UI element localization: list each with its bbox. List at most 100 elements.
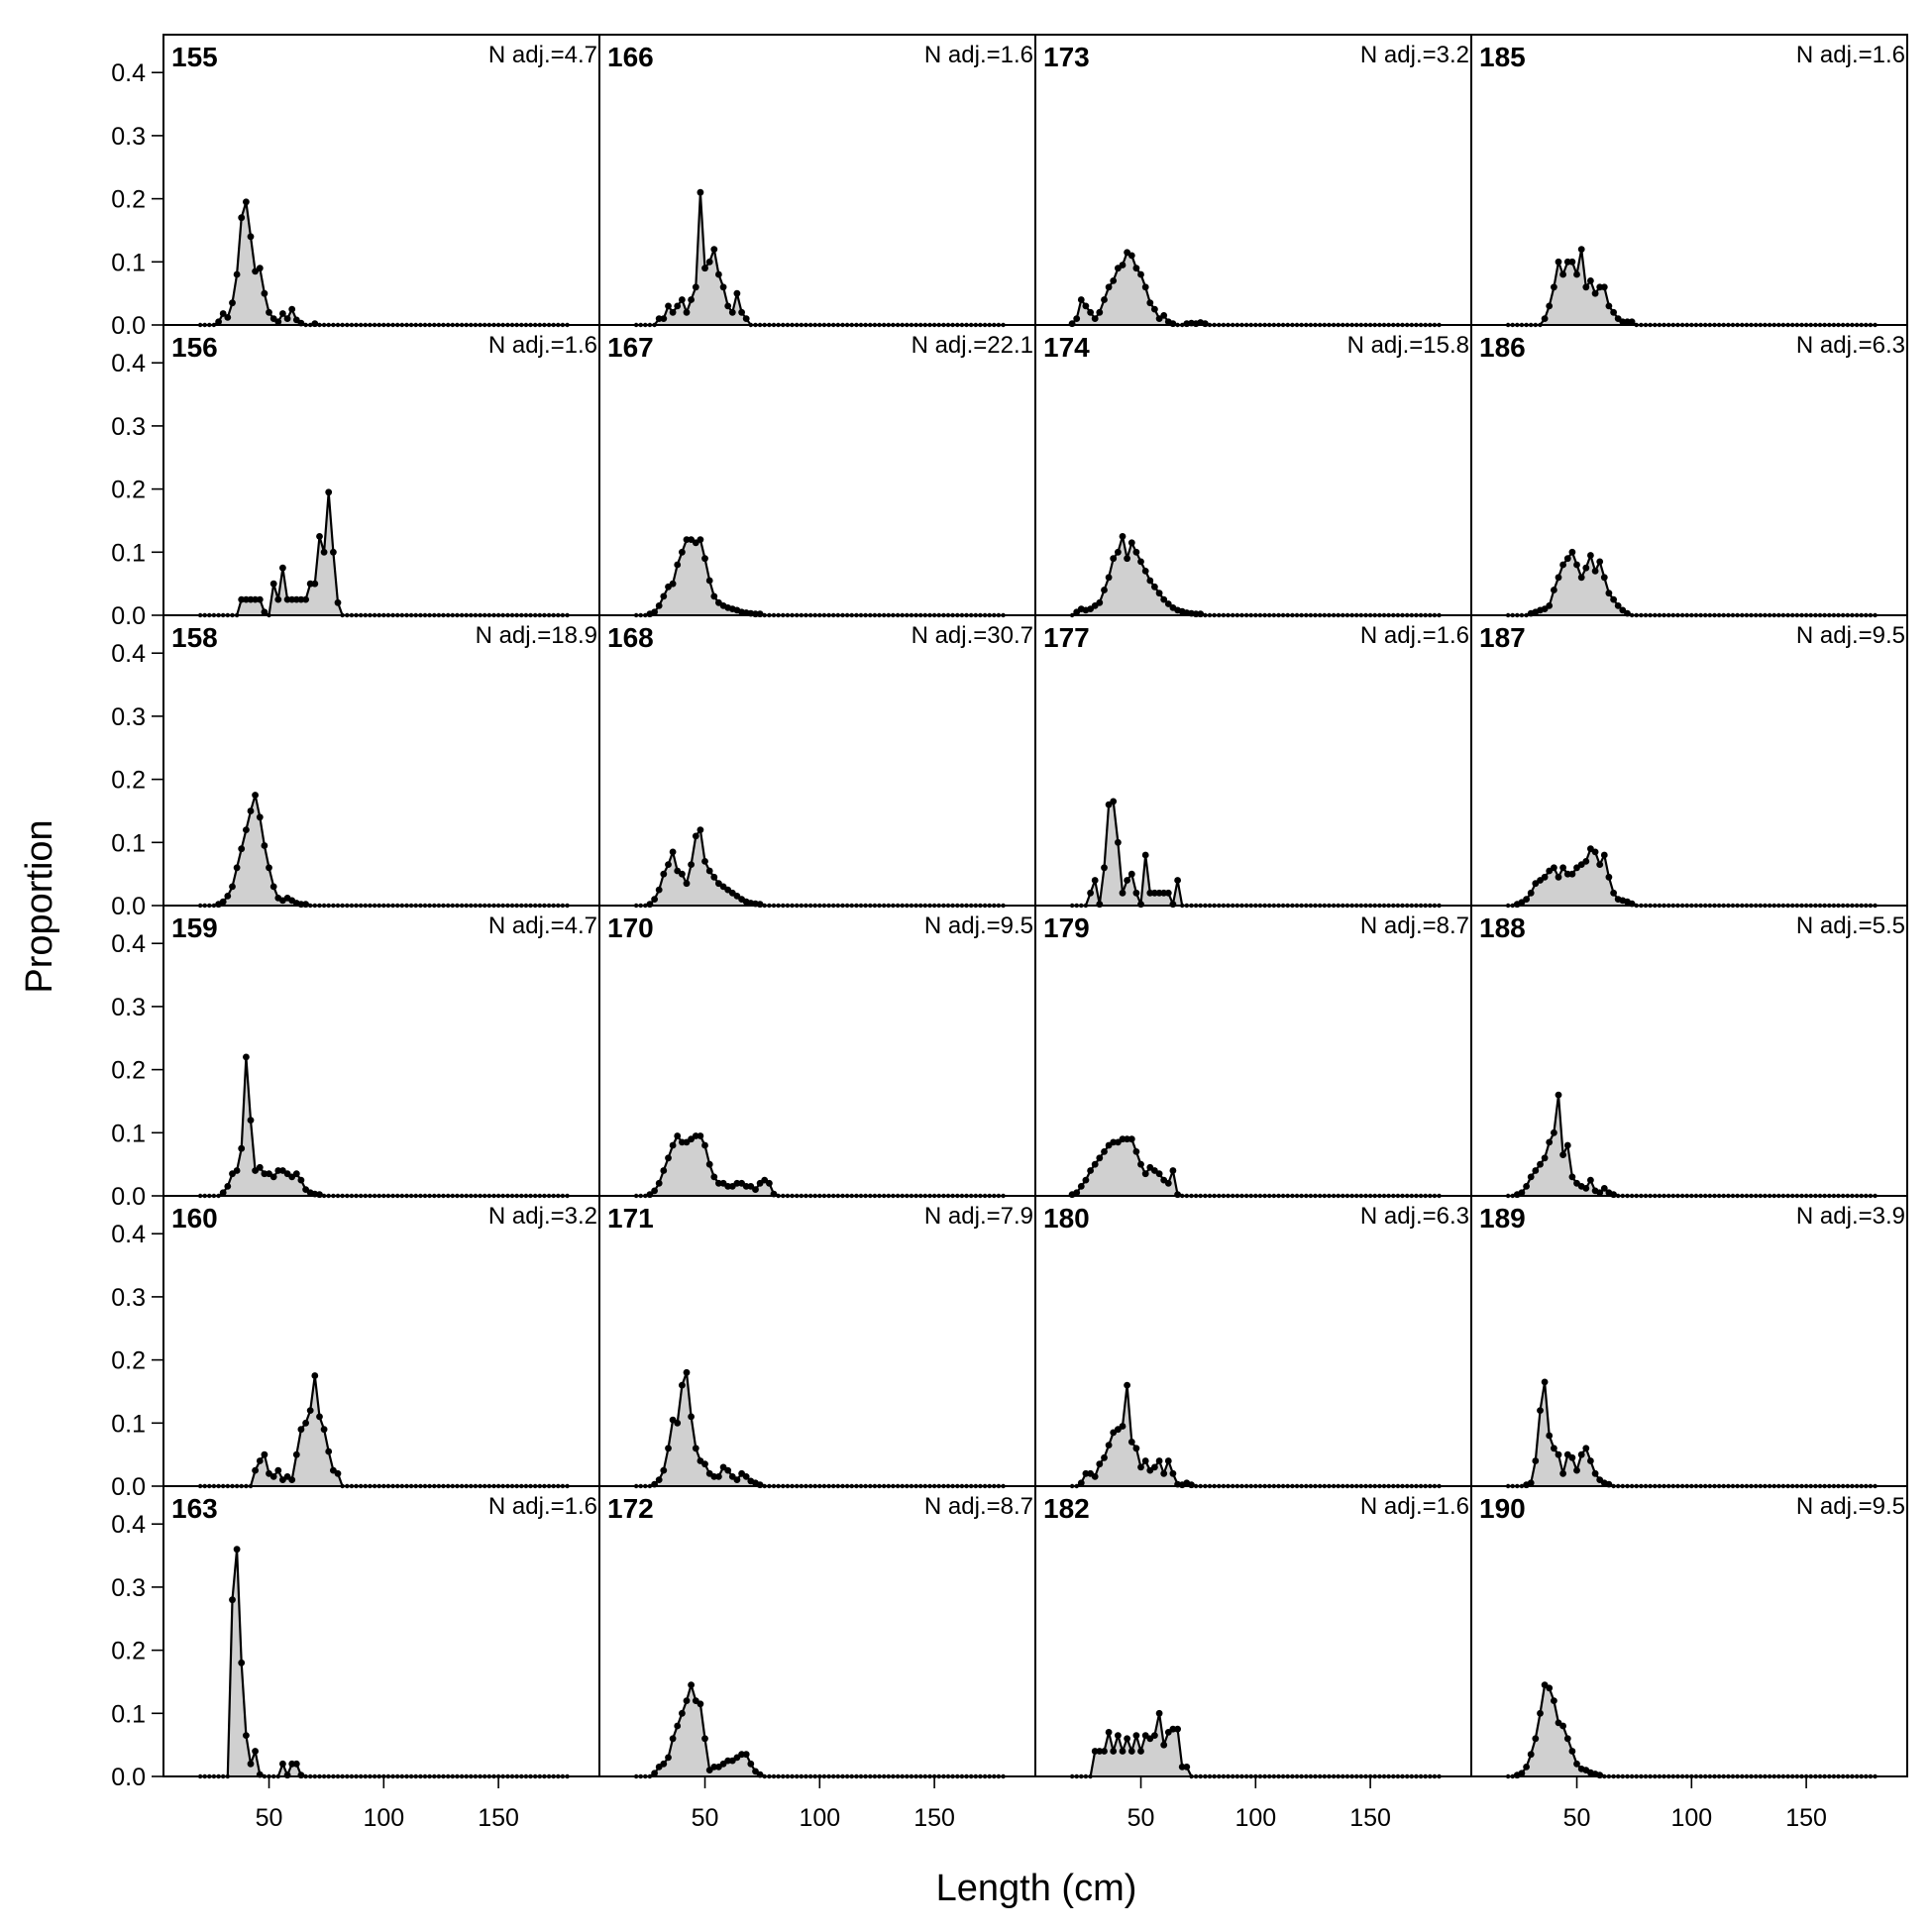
data-point	[669, 1141, 677, 1149]
nadj-label-180: N adj.=6.3	[1360, 1203, 1469, 1230]
data-point	[1115, 1732, 1122, 1739]
data-point	[1141, 568, 1149, 575]
data-point	[1605, 873, 1613, 881]
data-point	[1096, 598, 1104, 606]
y-tick-label: 0.2	[111, 1638, 146, 1665]
y-tick-label: 0.1	[111, 539, 146, 567]
data-point	[756, 901, 764, 909]
data-point	[1137, 1463, 1144, 1471]
y-tick-label: 0.4	[111, 640, 146, 668]
panel-border-182	[1034, 1485, 1472, 1777]
panel-166: 166 N adj.=1.6	[598, 34, 1036, 328]
data-point	[1119, 262, 1127, 268]
data-point	[1619, 318, 1627, 326]
data-point	[660, 315, 668, 322]
data-point	[1532, 1735, 1540, 1743]
y-tick-label: 0.2	[111, 186, 146, 214]
data-point	[1559, 1151, 1566, 1158]
data-point	[224, 1183, 232, 1190]
data-point	[1124, 1381, 1130, 1389]
data-point	[701, 1735, 708, 1743]
data-point	[683, 880, 691, 888]
x-tick-label: 100	[1670, 1804, 1712, 1832]
data-point	[274, 1466, 282, 1474]
data-point	[1600, 1185, 1608, 1192]
data-point	[752, 1186, 759, 1193]
data-point	[1551, 1128, 1557, 1136]
data-point	[756, 1481, 764, 1489]
data-point	[1551, 1697, 1557, 1704]
data-point	[311, 320, 319, 328]
data-point	[1559, 1469, 1566, 1477]
panel-label-187: 187	[1479, 622, 1526, 653]
panel-border-160	[162, 1195, 600, 1487]
panels-layer: 155 N adj.=4.7 0.0 0.1 0.2 0.3 0.4 156 N adj.=1.…	[111, 34, 1908, 1832]
area-188	[1508, 1095, 1876, 1196]
data-point	[1091, 877, 1099, 884]
data-point	[1551, 864, 1557, 872]
data-point	[1141, 1457, 1149, 1464]
data-point	[1119, 533, 1127, 540]
data-point	[1127, 870, 1135, 878]
y-tick-label: 0.3	[111, 994, 146, 1021]
area-168	[636, 829, 1004, 906]
data-point	[669, 848, 677, 856]
data-point	[1127, 539, 1135, 547]
data-point	[1600, 851, 1608, 859]
data-point	[683, 1697, 691, 1704]
nadj-label-179: N adj.=8.7	[1360, 912, 1469, 939]
data-point	[1174, 877, 1181, 884]
data-point	[1559, 1722, 1566, 1730]
data-point	[1096, 901, 1104, 909]
data-point	[247, 1760, 255, 1768]
nadj-label-173: N adj.=3.2	[1360, 42, 1469, 68]
data-point	[1137, 1748, 1144, 1755]
data-point	[1600, 574, 1608, 582]
panel-163: 163 N adj.=1.6 0.0 0.1 0.2 0.3 0.4 50 100 150	[111, 1485, 600, 1832]
area-159	[200, 1056, 568, 1196]
data-point	[1155, 1709, 1163, 1717]
data-point	[1582, 858, 1590, 865]
data-point	[679, 1709, 686, 1717]
panel-179: 179 N adj.=8.7	[1034, 905, 1472, 1199]
data-point	[306, 1407, 314, 1414]
data-point	[1101, 587, 1108, 593]
data-point	[1518, 1189, 1526, 1197]
data-point	[1124, 1135, 1130, 1143]
data-point	[269, 580, 277, 588]
data-point	[1160, 312, 1168, 319]
data-point	[320, 1426, 328, 1434]
data-point	[1077, 1183, 1085, 1190]
nadj-label-160: N adj.=3.2	[488, 1203, 597, 1230]
panel-171: 171 N adj.=7.9	[598, 1195, 1036, 1489]
data-point	[1155, 1170, 1163, 1178]
data-point	[697, 1132, 704, 1139]
data-point	[1610, 1191, 1617, 1199]
x-tick-label: 50	[1563, 1804, 1591, 1832]
data-point	[261, 608, 268, 616]
data-point	[1559, 561, 1566, 569]
data-point	[1169, 1167, 1177, 1174]
data-point	[701, 1141, 708, 1149]
data-point	[219, 898, 227, 906]
data-point	[1587, 277, 1594, 284]
y-axis-title: Proportion	[19, 819, 60, 993]
area-171	[636, 1372, 1004, 1486]
data-point	[1546, 602, 1554, 609]
data-point	[766, 1179, 773, 1187]
data-point	[1559, 270, 1566, 278]
data-point	[1137, 901, 1144, 909]
data-point	[1183, 1764, 1191, 1771]
data-point	[733, 1179, 741, 1187]
data-point	[1568, 1748, 1576, 1755]
data-point	[233, 1546, 241, 1554]
data-point	[1132, 548, 1140, 556]
data-point	[679, 870, 686, 878]
x-tick-label: 50	[256, 1804, 283, 1832]
data-point	[1537, 1709, 1544, 1717]
data-point	[229, 299, 236, 307]
panel-180: 180 N adj.=6.3	[1034, 1195, 1472, 1489]
data-point	[229, 1596, 236, 1604]
data-point	[247, 233, 255, 241]
data-point	[1197, 610, 1205, 618]
